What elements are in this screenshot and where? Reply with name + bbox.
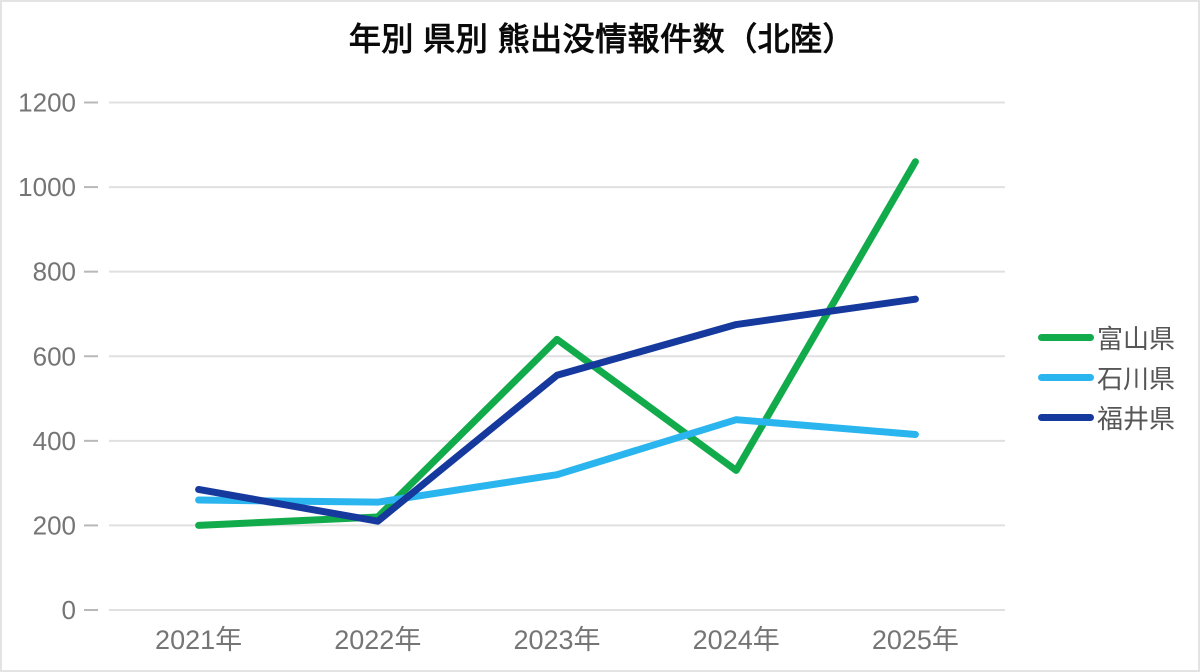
y-axis-label-200: 200 (33, 510, 76, 540)
chart-title: 年別 県別 熊出没情報件数（北陸） (348, 21, 856, 57)
legend-label: 石川県 (1097, 363, 1176, 394)
y-axis-label-1000: 1000 (18, 172, 76, 202)
legend-label: 福井県 (1097, 403, 1176, 434)
legend-item-fukui: 福井県 (1038, 397, 1175, 437)
x-axis-label-2: 2023年 (513, 625, 600, 655)
legend-item-toyama: 富山県 (1038, 317, 1175, 357)
y-axis-label-800: 800 (33, 257, 76, 287)
series-line-toyama (195, 158, 919, 529)
y-axis-label-600: 600 (33, 341, 76, 371)
legend-swatch-icon (1038, 373, 1094, 381)
y-axis-label-400: 400 (33, 426, 76, 456)
x-axis-label-0: 2021年 (155, 625, 242, 655)
x-axis-label-1: 2022年 (334, 625, 421, 655)
y-axis-label-0: 0 (62, 595, 76, 625)
series-line-fukui (195, 295, 919, 525)
y-axis-label-1200: 1200 (18, 88, 76, 118)
legend-item-ishikawa: 石川県 (1038, 357, 1175, 397)
x-axis-label-4: 2025年 (872, 625, 959, 655)
legend-swatch-icon (1038, 333, 1094, 341)
legend: 富山県 石川県 福井県 (1038, 317, 1175, 437)
legend-label: 富山県 (1097, 323, 1176, 354)
x-axis-label-3: 2024年 (693, 625, 780, 655)
legend-swatch-icon (1038, 413, 1094, 421)
series-line-ishikawa (195, 416, 919, 506)
